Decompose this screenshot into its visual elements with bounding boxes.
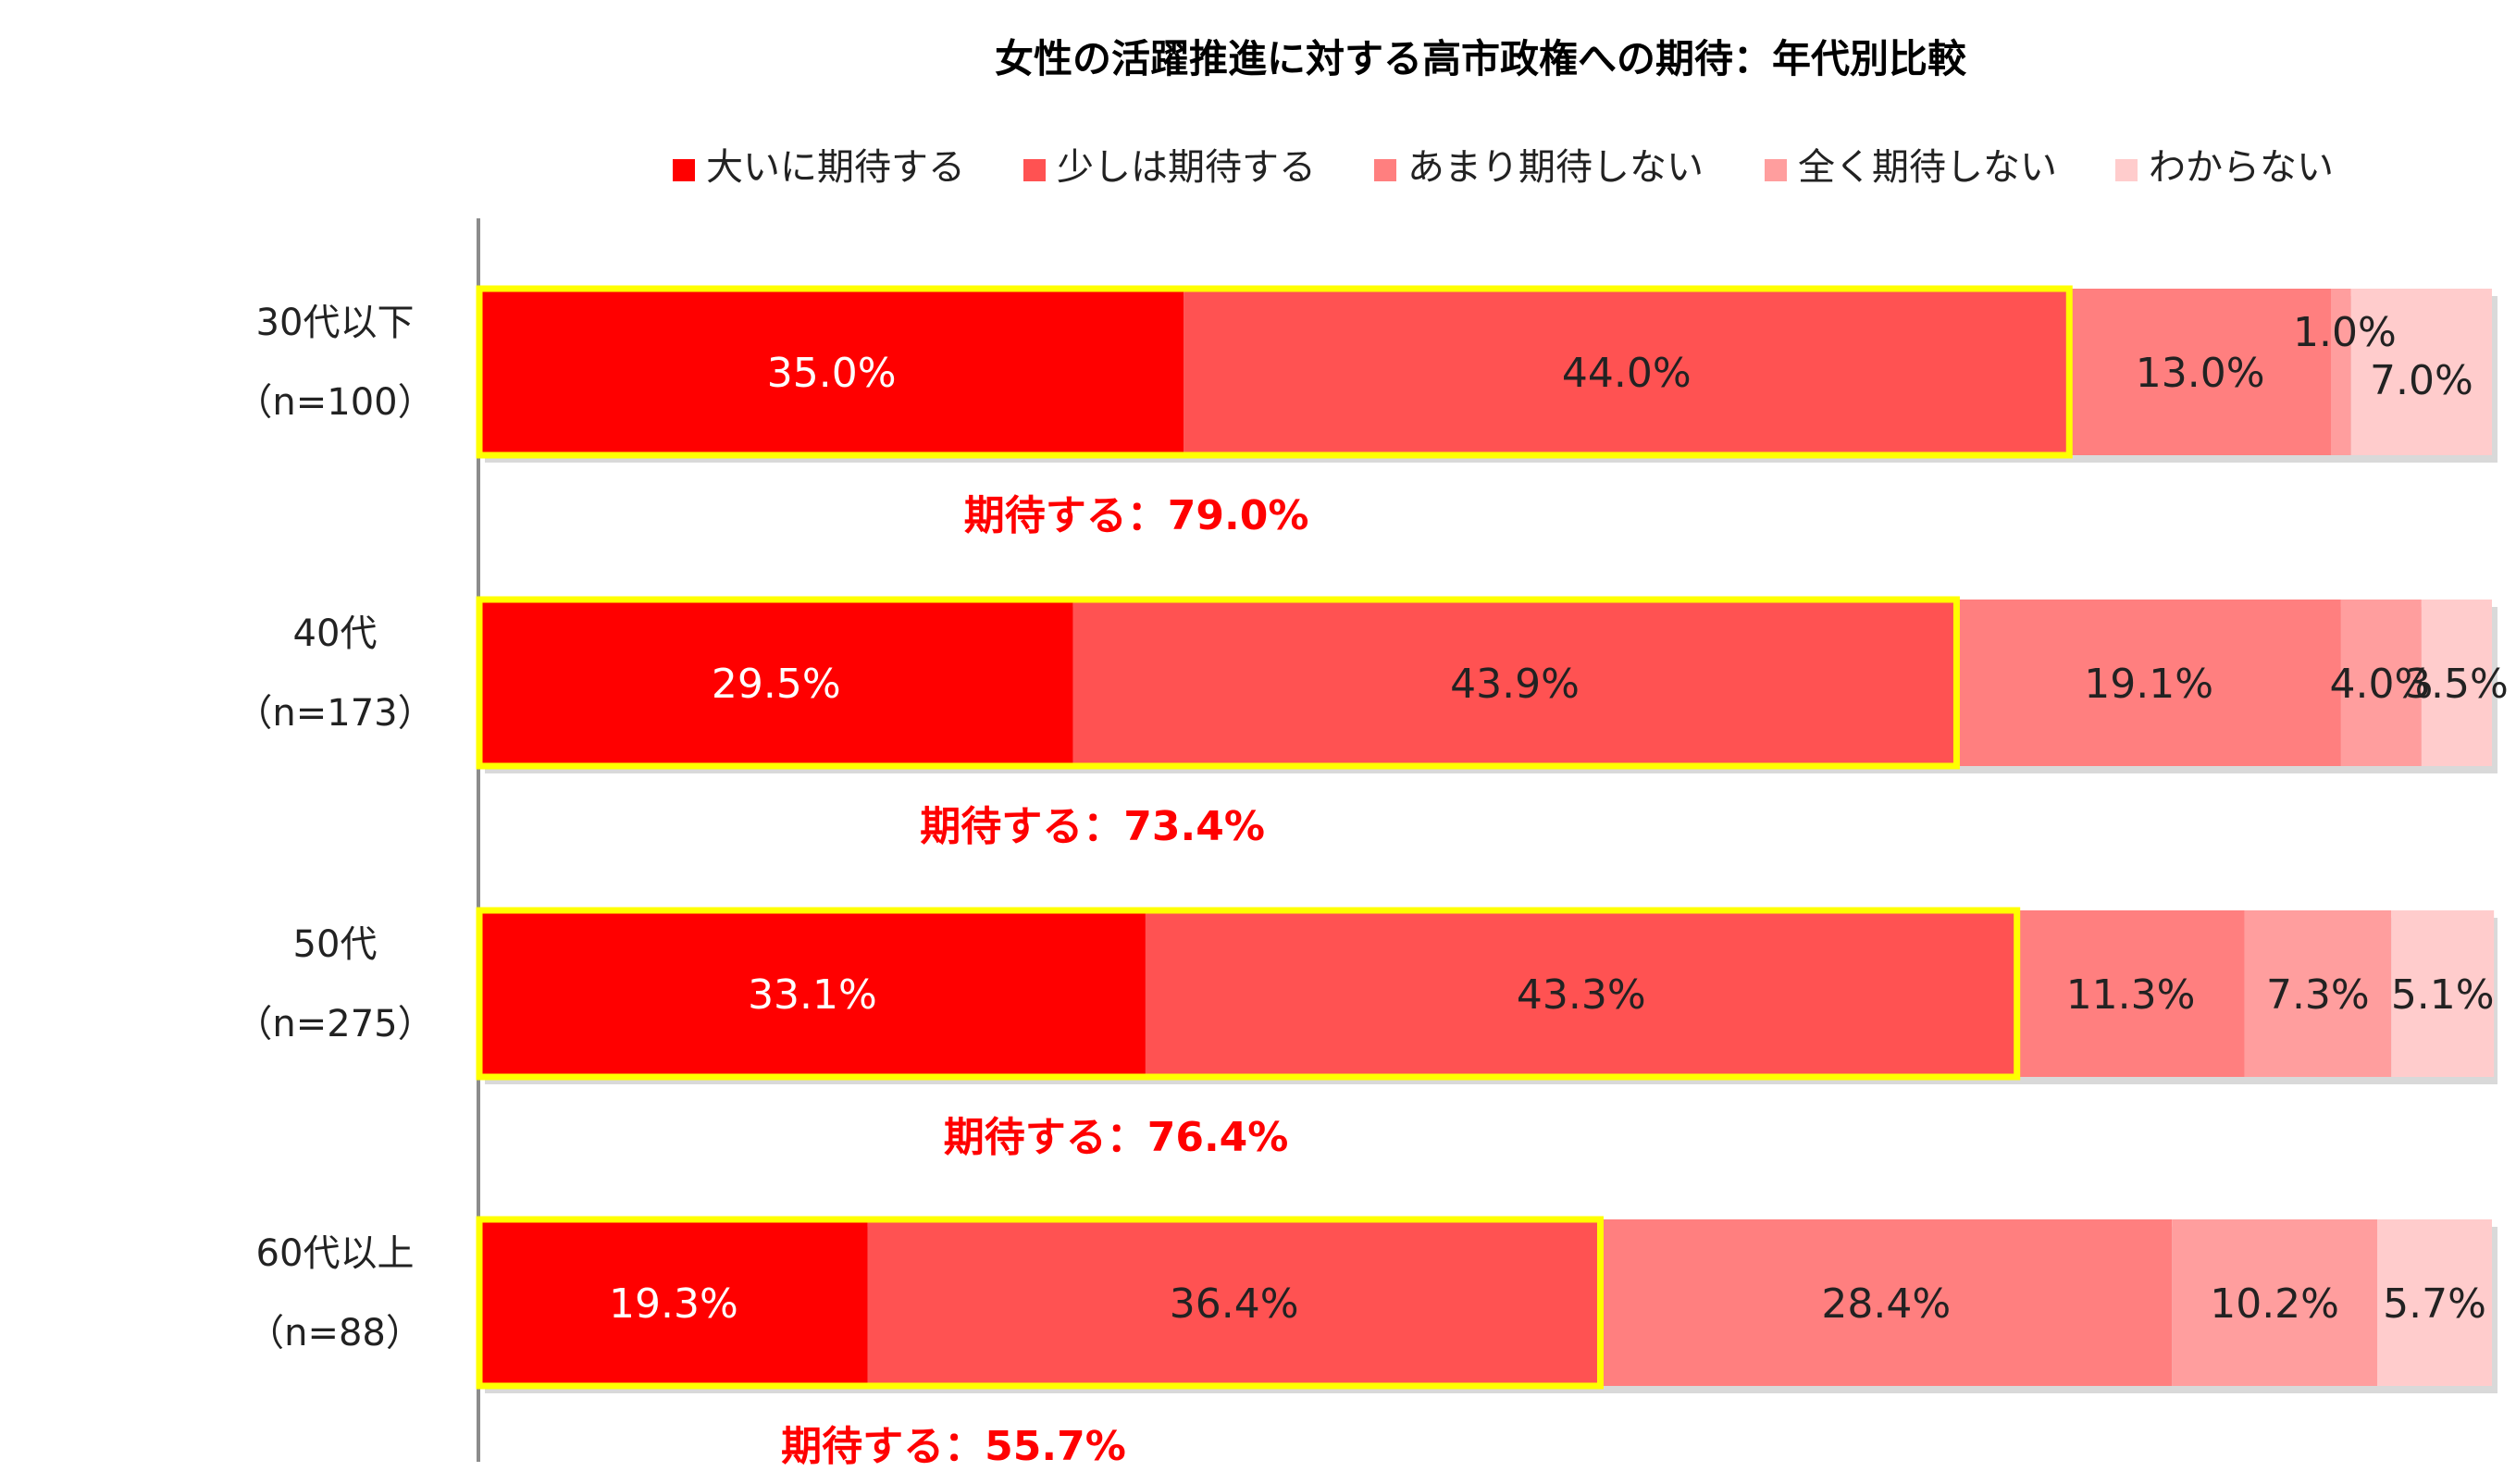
bar-segment-3-4 [2244,910,2392,1077]
value-label-1-5: 7.0% [2370,357,2473,404]
category-label-4: 60代以上 [256,1232,415,1275]
value-label-2-5: 3.5% [2405,661,2509,708]
value-label-3-2: 43.3% [1517,971,1646,1019]
value-label-2-1: 29.5% [712,661,841,708]
sample-size-label-3: （n=275） [235,1003,434,1045]
value-label-4-2: 36.4% [1170,1280,1299,1328]
value-label-3-3: 11.3% [2066,971,2196,1019]
value-label-4-5: 5.7% [2383,1280,2486,1328]
value-label-1-3: 13.0% [2136,350,2265,397]
legend-label-4: 全く期待しない [1798,146,2057,189]
expect-highlight-box-2 [476,596,1960,770]
bar-segment-1-1 [479,289,1184,455]
value-label-4-4: 10.2% [2210,1280,2339,1328]
sample-size-label-1: （n=100） [235,381,434,424]
bar-segment-4-4 [2172,1219,2378,1386]
bar-segment-2-3 [1956,600,2341,766]
value-label-2-4: 4.0% [2329,661,2433,708]
expect-total-label-1: 期待する：79.0% [964,492,1309,539]
bar-segment-1-4 [2331,289,2351,455]
value-label-4-1: 19.3% [609,1280,738,1328]
bar-segment-4-3 [1600,1219,2173,1386]
legend-label-5: わからない [2149,146,2334,189]
value-label-4-3: 28.4% [1821,1280,1951,1328]
bar-segment-4-2 [867,1219,1601,1386]
value-label-2-2: 43.9% [1450,661,1580,708]
legend-label-2: 少しは期待する [1057,146,1316,189]
legend: 大いに期待する 少しは期待する あまり期待しない 全く期待しない わからない [673,146,2334,189]
bar-segment-2-4 [2340,600,2422,766]
bar-segment-1-2 [1184,289,2070,455]
bar-segment-3-2 [1145,910,2017,1077]
value-label-1-1: 35.0% [767,350,897,397]
legend-swatch-5 [2115,159,2138,181]
category-label-1: 30代以下 [256,302,415,344]
bar-segment-4-5 [2377,1219,2492,1386]
value-label-3-1: 33.1% [748,971,877,1019]
bar-segment-2-5 [2421,600,2492,766]
value-label-3-4: 7.3% [2266,971,2370,1019]
bar-segment-1-3 [2069,289,2331,455]
bar-segment-3-5 [2391,910,2495,1077]
legend-label-3: あまり期待しない [1407,146,1704,189]
bar-segment-2-1 [479,600,1073,766]
legend-label-1: 大いに期待する [706,146,965,189]
bars-group: 30代以下 （n=100） 35.0% 44.0% 13.0% 1.0%7.0% 期待する：… [235,285,2509,1470]
legend-swatch-1 [673,159,695,181]
expect-highlight-box-1 [476,285,2073,459]
bar-segment-3-3 [2016,910,2245,1077]
legend-swatch-2 [1023,159,1046,181]
expect-highlight-box-4 [476,1216,1604,1390]
expect-total-label-4: 期待する：55.7% [781,1423,1126,1470]
sample-size-label-2: （n=173） [235,692,434,735]
value-label-2-3: 19.1% [2084,661,2213,708]
bar-segment-1-5 [2350,289,2492,455]
value-label-1-4: 1.0% [2293,309,2397,356]
bar-segment-2-2 [1072,600,1957,766]
category-label-2: 40代 [293,612,378,655]
legend-swatch-4 [1765,159,1787,181]
sample-size-label-4: （n=88） [247,1312,423,1354]
bar-segment-3-1 [479,910,1146,1077]
category-label-3: 50代 [293,923,378,966]
expect-highlight-box-3 [476,907,2021,1081]
legend-swatch-3 [1374,159,1396,181]
chart-title: 女性の活躍推進に対する高市政権への期待：年代別比較 [995,36,1967,81]
value-label-1-2: 44.0% [1562,350,1692,397]
expect-total-label-3: 期待する：76.4% [944,1114,1289,1161]
bar-segment-4-1 [479,1219,868,1386]
expect-total-label-2: 期待する：73.4% [920,803,1265,850]
value-label-3-5: 5.1% [2391,971,2495,1019]
